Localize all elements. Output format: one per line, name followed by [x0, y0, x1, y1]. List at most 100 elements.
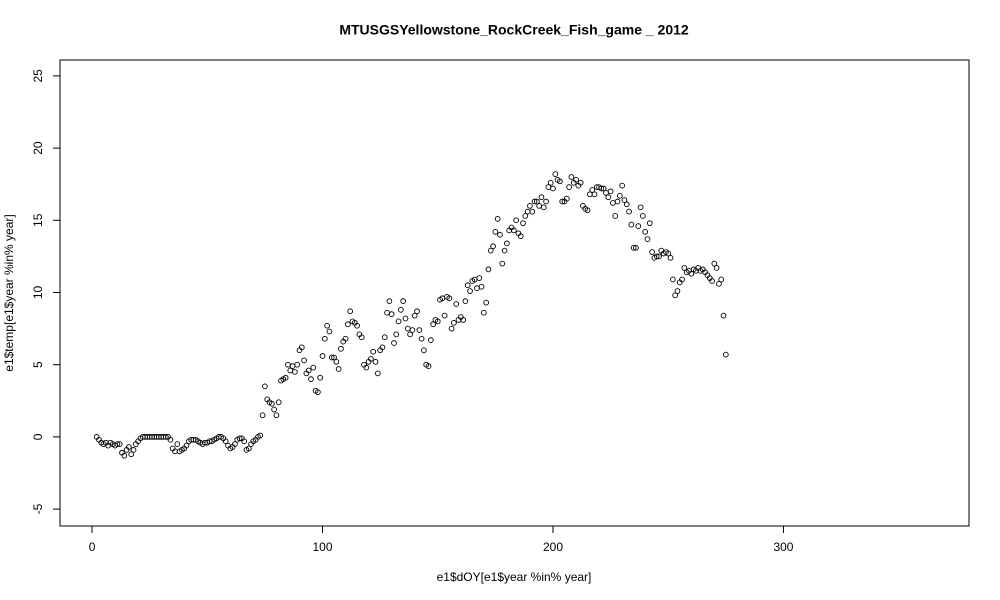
point: [674, 288, 681, 294]
point: [285, 361, 291, 368]
point: [294, 361, 301, 368]
point: [434, 318, 441, 325]
point: [257, 432, 264, 439]
point: [464, 282, 471, 289]
point: [425, 363, 432, 369]
point: [402, 315, 409, 322]
point: [275, 399, 282, 406]
point: [612, 213, 619, 219]
point: [550, 185, 556, 192]
point: [319, 353, 326, 359]
point: [487, 247, 494, 254]
point: [446, 295, 453, 302]
point: [633, 244, 639, 251]
point: [398, 306, 404, 313]
point: [386, 298, 393, 305]
point: [345, 321, 351, 328]
point: [630, 244, 637, 251]
x-tick-label: 0: [89, 540, 96, 554]
point: [547, 179, 554, 186]
point: [619, 182, 625, 189]
point: [529, 208, 536, 215]
point: [400, 298, 407, 305]
point: [610, 200, 616, 206]
point: [393, 331, 400, 338]
point: [669, 276, 676, 283]
point: [628, 221, 635, 228]
point: [292, 369, 298, 375]
point: [222, 438, 229, 445]
point: [591, 191, 598, 198]
point: [328, 354, 335, 361]
point: [268, 400, 275, 407]
point: [370, 348, 377, 355]
point: [566, 184, 572, 190]
point: [324, 322, 330, 329]
point: [114, 441, 121, 447]
point: [453, 301, 460, 307]
point: [494, 215, 501, 222]
point: [534, 198, 540, 205]
point: [656, 253, 662, 260]
point: [289, 363, 296, 369]
point: [368, 356, 374, 362]
point: [372, 358, 379, 365]
point: [421, 347, 427, 354]
point: [520, 220, 526, 227]
point: [460, 317, 466, 323]
point: [411, 312, 418, 319]
point: [709, 278, 715, 284]
point: [301, 357, 307, 364]
y-tick-label: 15: [31, 213, 45, 227]
point: [679, 276, 685, 283]
point: [476, 275, 483, 281]
point: [441, 312, 448, 319]
point: [540, 204, 547, 211]
y-tick-label: 25: [31, 69, 45, 83]
point: [121, 452, 128, 459]
point: [607, 188, 614, 195]
point: [347, 308, 354, 315]
point: [271, 406, 277, 413]
point: [388, 311, 395, 318]
point: [416, 327, 423, 333]
point: [308, 376, 314, 382]
point: [718, 276, 725, 283]
point: [430, 321, 436, 328]
point: [522, 213, 529, 219]
point: [616, 192, 623, 199]
point: [653, 253, 660, 260]
point: [363, 364, 370, 371]
point: [167, 436, 174, 443]
point: [568, 174, 575, 180]
point: [499, 260, 506, 267]
point: [483, 299, 490, 306]
point: [589, 187, 596, 193]
y-tick-label: 20: [31, 141, 45, 155]
point: [174, 441, 181, 447]
point: [236, 435, 243, 442]
point: [716, 280, 722, 287]
x-tick-label: 300: [773, 540, 793, 554]
point: [510, 227, 517, 234]
point: [326, 328, 333, 335]
point: [116, 441, 123, 447]
point: [462, 298, 469, 305]
point: [474, 285, 480, 292]
point: [407, 331, 413, 338]
point: [642, 228, 649, 235]
point: [259, 412, 266, 419]
point: [722, 351, 729, 358]
point: [333, 358, 340, 365]
point: [298, 344, 305, 351]
point: [635, 223, 642, 229]
point: [584, 207, 591, 214]
point: [374, 370, 381, 377]
x-tick-label: 100: [312, 540, 332, 554]
point: [637, 204, 644, 211]
point: [649, 249, 655, 255]
point: [448, 325, 455, 332]
point: [232, 441, 238, 447]
point: [536, 203, 543, 209]
